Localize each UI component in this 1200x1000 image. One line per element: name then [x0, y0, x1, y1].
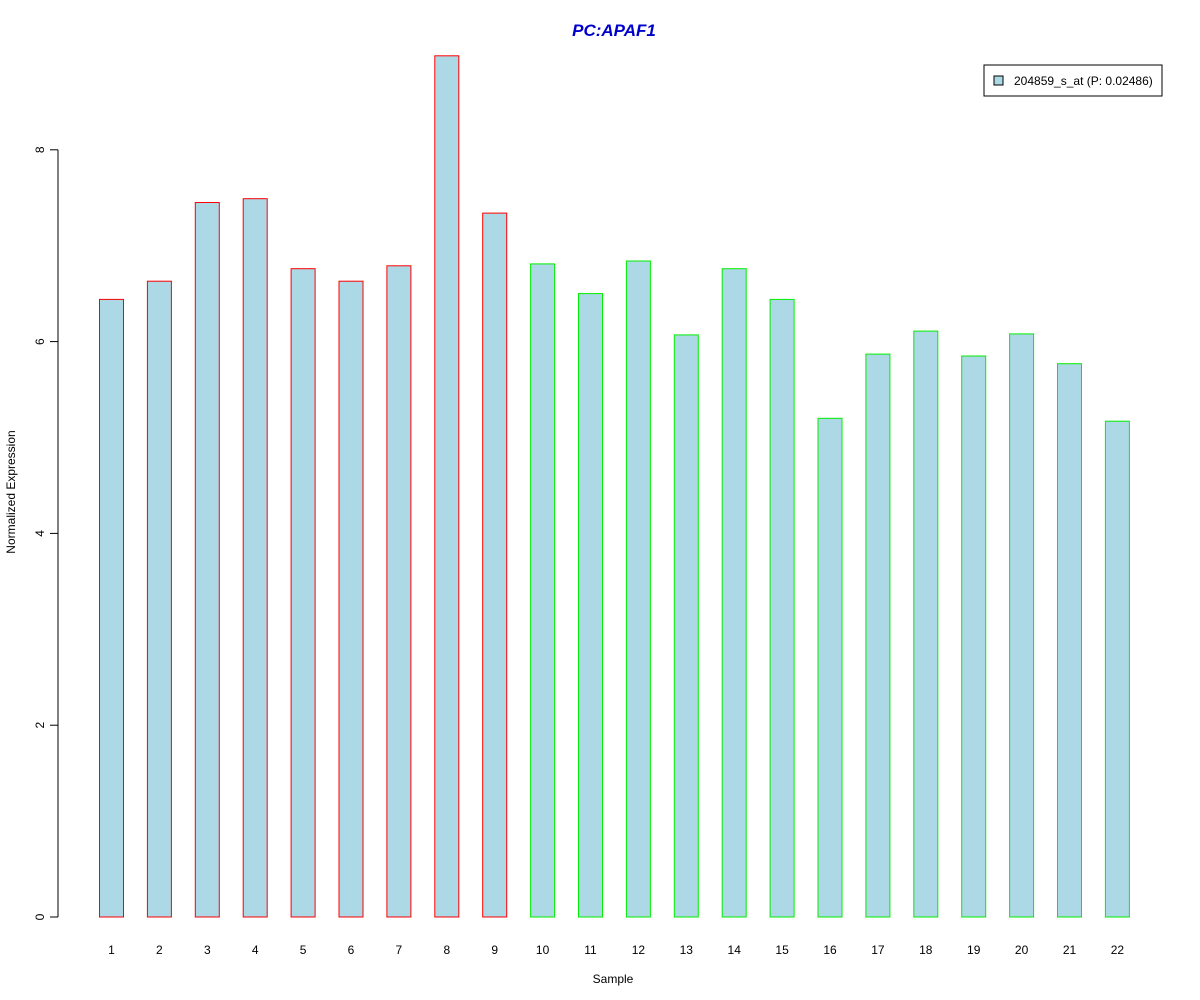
y-tick-label: 0	[33, 913, 47, 920]
x-tick-label: 10	[536, 943, 550, 957]
bar-sample-12	[625, 260, 651, 918]
x-tick-label: 8	[443, 943, 450, 957]
bar-sample-14	[721, 268, 747, 918]
bar-sample-15	[769, 298, 795, 918]
bars-group	[99, 55, 1130, 918]
chart-title: PC:APAF1	[572, 21, 656, 40]
legend-swatch	[993, 75, 1004, 86]
bar-sample-22	[1104, 420, 1130, 918]
bar-sample-6	[338, 280, 364, 918]
y-tick-label: 6	[33, 338, 47, 345]
bar-sample-19	[961, 355, 987, 918]
x-tick-label: 18	[919, 943, 933, 957]
x-tick-label: 15	[775, 943, 789, 957]
bar-sample-2	[146, 280, 172, 918]
x-tick-label: 4	[252, 943, 259, 957]
y-tick-label: 2	[33, 722, 47, 729]
bar-sample-7	[386, 265, 412, 918]
bar-sample-1	[99, 298, 124, 918]
bar-sample-3	[194, 202, 220, 918]
bar-sample-5	[290, 268, 316, 918]
bar-sample-16	[817, 417, 843, 918]
bar-sample-8	[434, 55, 460, 918]
y-axis: 0 2 4 6 8	[33, 146, 59, 920]
x-tick-label: 3	[204, 943, 211, 957]
bar-sample-13	[673, 334, 699, 918]
bar-sample-20	[1009, 333, 1035, 918]
x-tick-label: 1	[108, 943, 115, 957]
x-tick-label: 22	[1111, 943, 1125, 957]
bar-sample-21	[1057, 363, 1082, 918]
x-tick-label: 16	[823, 943, 837, 957]
x-tick-label: 13	[680, 943, 694, 957]
x-tick-label: 11	[584, 943, 597, 957]
bar-sample-9	[482, 212, 508, 918]
bar-sample-17	[865, 353, 891, 918]
x-tick-labels: 1 2 3 4 5 6 7 8 9 10 11 12 13 14 15 16 17 18 19 20 21 22	[108, 943, 1124, 957]
x-tick-label: 14	[728, 943, 742, 957]
bar-sample-11	[578, 293, 603, 918]
x-tick-label: 5	[300, 943, 307, 957]
x-tick-label: 12	[632, 943, 646, 957]
bar-sample-4	[242, 198, 268, 918]
x-axis-title: Sample	[593, 972, 634, 986]
x-tick-label: 2	[156, 943, 163, 957]
y-tick-label: 8	[33, 146, 47, 153]
legend-label: 204859_s_at (P: 0.02486)	[1014, 74, 1153, 88]
legend-box	[983, 64, 1163, 97]
bar-sample-10	[530, 263, 556, 918]
x-tick-label: 17	[871, 943, 885, 957]
y-axis-title: Normalized Expression	[4, 430, 18, 553]
x-tick-label: 6	[348, 943, 355, 957]
x-tick-label: 7	[396, 943, 403, 957]
x-tick-label: 21	[1063, 943, 1077, 957]
x-tick-label: 19	[967, 943, 981, 957]
x-tick-label: 9	[491, 943, 498, 957]
bar-sample-18	[913, 330, 939, 918]
x-tick-label: 20	[1015, 943, 1029, 957]
legend: 204859_s_at (P: 0.02486)	[983, 64, 1163, 97]
y-tick-label: 4	[33, 530, 47, 537]
